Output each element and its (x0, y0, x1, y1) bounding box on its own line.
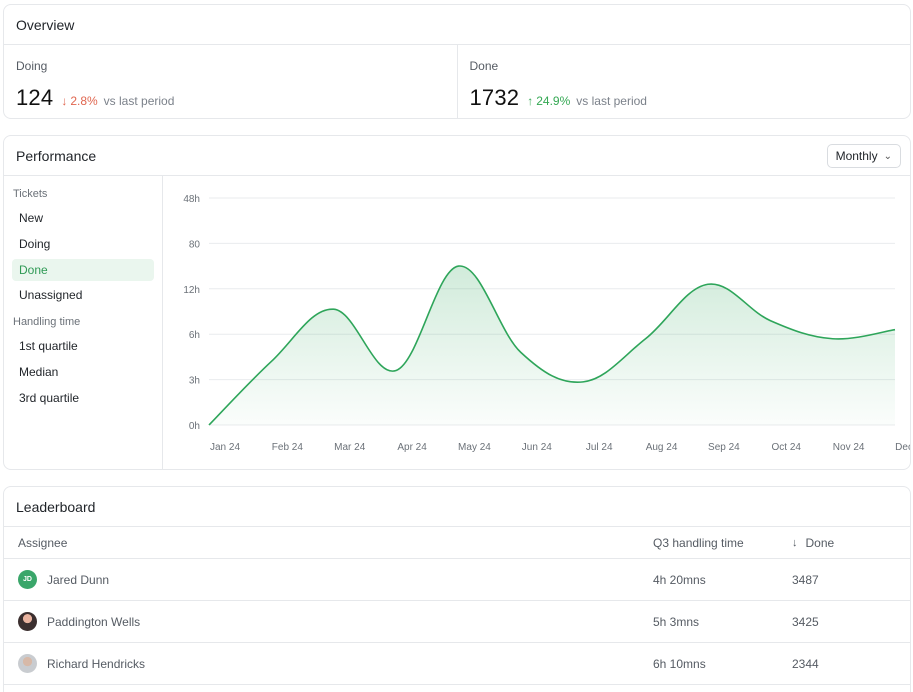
q3-handling-time: 6h 10mns (653, 656, 706, 671)
column-q3-handling-time[interactable]: Q3 handling time (653, 535, 744, 550)
done-delta-value: 24.9% (536, 94, 571, 108)
performance-chart-svg: 0h 3h 6h 12h 80 48h Jan 24 Feb 24 Mar 24 Apr 24 M… (183, 194, 911, 453)
x-tick-label: Apr 24 (397, 442, 427, 453)
performance-card: Performance Monthly ⌄ Tickets New Doing … (3, 135, 911, 470)
assignee-name: Paddington Wells (47, 614, 141, 629)
x-tick-label: Jul 24 (586, 442, 613, 453)
y-tick-label: 48h (183, 194, 200, 205)
y-tick-label: 80 (189, 239, 201, 250)
done-value: 1732 (469, 85, 520, 110)
sort-arrow-down-icon: ↓ (792, 536, 798, 549)
x-tick-label: Sep 24 (708, 442, 740, 453)
avatar (18, 612, 37, 631)
doing-vs-label: vs last period (103, 94, 175, 108)
series-area (209, 265, 895, 425)
y-tick-label: 0h (189, 421, 200, 432)
done-count: 3425 (792, 614, 819, 629)
table-row[interactable]: Paddington Wells 5h 3mns 3425 (4, 601, 910, 643)
column-assignee[interactable]: Assignee (18, 535, 68, 550)
doing-label: Doing (16, 59, 48, 73)
period-select[interactable]: Monthly ⌄ (826, 144, 901, 168)
table-row[interactable]: Richard Hendricks 6h 10mns 2344 (4, 643, 910, 685)
sidebar-item-new[interactable]: New (19, 211, 44, 225)
arrow-down-icon: ↓ (61, 94, 68, 108)
sidebar-item-3rd-quartile[interactable]: 3rd quartile (19, 390, 80, 405)
x-tick-label: Mar 24 (334, 442, 366, 453)
series-line (208, 265, 896, 426)
q3-handling-time: 4h 20mns (653, 572, 706, 587)
table-header: Assignee Q3 handling time ↓ Done (4, 527, 910, 559)
done-count: 3487 (792, 572, 819, 587)
leaderboard-card: Leaderboard Assignee Q3 handling time ↓ … (3, 486, 911, 692)
performance-chart: 0h 3h 6h 12h 80 48h Jan 24 Feb 24 Mar 24 Apr 24 M… (163, 176, 911, 469)
column-done-label: Done (805, 535, 835, 550)
handling-time-group-label: Handling time (13, 316, 81, 329)
x-tick-label: Feb 24 (272, 442, 304, 453)
avatar: JD (18, 570, 37, 589)
chevron-down-icon: ⌄ (883, 150, 892, 162)
doing-delta-value: 2.8% (70, 94, 98, 108)
done-label: Done (469, 59, 499, 73)
x-tick-label: Jan 24 (210, 442, 240, 453)
y-tick-label: 12h (183, 285, 200, 296)
performance-title: Performance (4, 136, 910, 176)
x-tick-label: Jun 24 (522, 442, 552, 453)
done-delta: ↑ 24.9% (527, 94, 570, 108)
arrow-up-icon: ↑ (527, 94, 534, 108)
x-tick-label: May 24 (458, 442, 491, 453)
q3-handling-time: 5h 3mns (653, 614, 700, 629)
period-select-value: Monthly (835, 149, 878, 163)
metric-sidebar: Tickets New Doing Done Unassigned Handli… (4, 176, 163, 469)
overview-title: Overview (4, 5, 910, 45)
sidebar-item-doing[interactable]: Doing (19, 236, 51, 251)
assignee-name: Richard Hendricks (47, 656, 146, 671)
doing-metric: Doing 124 ↓ 2.8% vs last period (4, 45, 457, 118)
x-tick-label: Dec 24 (895, 442, 911, 453)
sidebar-item-1st-quartile[interactable]: 1st quartile (19, 339, 78, 354)
done-vs-label: vs last period (576, 94, 647, 108)
overview-card: Overview Doing 124 ↓ 2.8% vs last period… (3, 4, 911, 119)
sidebar-item-done[interactable]: Done (12, 258, 154, 281)
column-done[interactable]: ↓ Done (792, 536, 910, 550)
table-row[interactable]: JD Jared Dunn 4h 20mns 3487 (4, 559, 910, 601)
leaderboard-title: Leaderboard (4, 487, 910, 527)
doing-delta: ↓ 2.8% (61, 94, 97, 108)
doing-value: 124 (16, 85, 54, 110)
avatar (18, 654, 37, 673)
done-count: 2344 (792, 656, 819, 671)
y-tick-label: 6h (189, 330, 200, 341)
x-tick-label: Oct 24 (772, 442, 802, 453)
y-tick-label: 3h (189, 376, 200, 387)
x-tick-label: Aug 24 (646, 442, 678, 453)
assignee-name: Jared Dunn (47, 572, 110, 587)
tickets-group-label: Tickets (13, 188, 48, 200)
sidebar-item-median[interactable]: Median (19, 365, 59, 380)
sidebar-item-unassigned[interactable]: Unassigned (19, 288, 83, 303)
done-metric: Done 1732 ↑ 24.9% vs last period (456, 45, 911, 118)
x-tick-label: Nov 24 (833, 442, 865, 453)
